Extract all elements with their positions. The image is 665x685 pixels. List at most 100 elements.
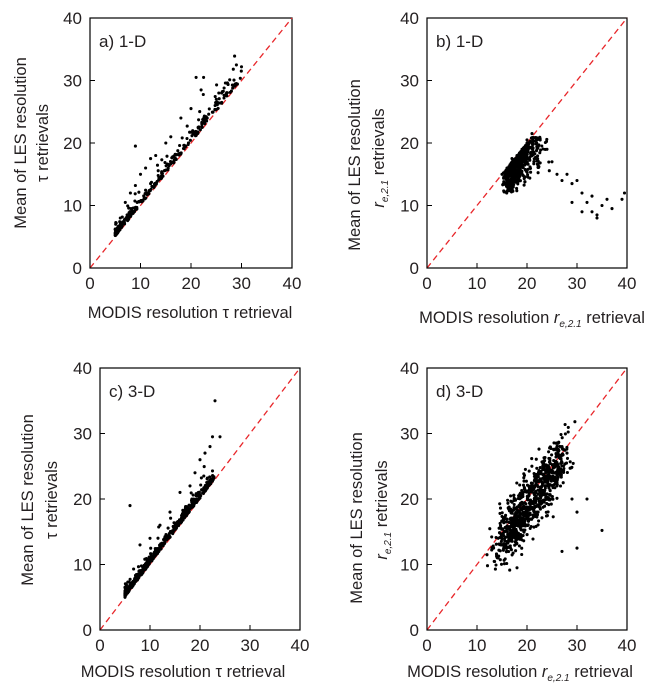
panel-d-point-545 (504, 520, 508, 524)
panel-c-point-573 (152, 554, 157, 558)
panel-a-point-349 (239, 65, 244, 69)
panel-b-point-444 (515, 186, 519, 190)
panel-c-point-568 (128, 577, 132, 581)
panel-d-point-726 (507, 525, 511, 529)
panel-b-point-469 (535, 147, 539, 151)
panel-c-point-627 (188, 484, 192, 488)
panel-d-y-tick-label: 10 (400, 556, 419, 575)
panel-d-point-823 (510, 530, 514, 534)
panel-b-point-538 (595, 213, 599, 217)
panel-a-point-150 (233, 54, 237, 58)
panel-b-point-353 (536, 154, 540, 158)
panel-d-x-tick-label: 40 (618, 636, 637, 655)
panel-d-point-793 (557, 449, 561, 453)
panel-d-point-722 (551, 466, 555, 470)
panel-a-point-51 (178, 143, 182, 148)
panel-d-point-206 (551, 515, 555, 519)
panel-d-point-18 (535, 466, 539, 470)
panel-a-point-350 (133, 144, 137, 148)
panel-d-point-766 (520, 546, 524, 550)
panel-d-point-587 (528, 512, 532, 516)
panel-a-point-253 (120, 222, 124, 226)
panel-b-point-499 (526, 173, 530, 177)
panel-c-point-546 (190, 499, 194, 503)
panel-a-point-332 (123, 200, 127, 204)
panel-b-point-502 (537, 143, 541, 147)
panel-b-point-513 (505, 180, 509, 184)
panel-d-point-564 (512, 496, 516, 500)
panel-b-y-ticks: 0 10 20 30 40 (400, 9, 432, 278)
panel-d-point-801 (528, 526, 532, 530)
panel-b-point-496 (532, 160, 536, 164)
panel-c-x-ticks: 0 10 20 30 40 (95, 625, 309, 655)
panel-c-y-tick-label: 0 (83, 621, 92, 640)
panel-d-point-269 (530, 481, 534, 485)
panel-d-point-567 (511, 521, 515, 525)
panel-d-point-619 (498, 521, 502, 525)
panel-d-point-825 (525, 517, 529, 521)
panel-a-label: a) 1-D (99, 32, 146, 51)
panel-b-point-534 (575, 178, 579, 183)
panel-c-point-404 (180, 512, 184, 517)
panel-d-point-831 (565, 451, 569, 455)
panel-a-point-57 (222, 86, 226, 90)
panel-c-point-603 (177, 519, 181, 523)
panel-a-point-264 (189, 130, 193, 134)
panel-c-point-529 (202, 465, 206, 469)
panel-a-point-287 (181, 146, 186, 151)
panel-c-point-508 (124, 583, 129, 587)
panel-b-y-tick-label: 10 (400, 197, 419, 216)
panel-b-point-447 (510, 174, 515, 178)
panel-a-point-309 (215, 83, 219, 87)
panel-d-point-705 (548, 474, 552, 478)
panel-c-point-534 (183, 510, 187, 514)
panel-d-point-830 (560, 445, 564, 449)
panel-c-point-564 (156, 550, 160, 554)
panel-a-point-326 (215, 100, 219, 104)
panel-b-point-446 (523, 180, 527, 184)
panel-d-point-578 (521, 493, 525, 497)
panel-a-point-316 (204, 115, 208, 119)
panel-d-point-574 (548, 497, 552, 501)
panel-b-point-272 (523, 163, 527, 167)
panel-c-point-612 (125, 589, 129, 593)
panel-a-point-170 (224, 93, 228, 98)
panel-c-point-362 (196, 490, 200, 495)
panel-c-point-596 (199, 483, 203, 487)
panel-d-point-391 (505, 561, 509, 566)
panel-a-y-tick-label: 10 (63, 197, 82, 216)
panel-d-point-729 (495, 556, 499, 560)
panel-b-point-525 (525, 138, 529, 142)
panel-a-point-344 (199, 88, 203, 92)
panel-b-point-509 (517, 152, 521, 156)
panel-d-point-834 (585, 497, 589, 501)
panel-a-point-328 (214, 107, 218, 112)
panel-a-point-200 (162, 169, 166, 173)
panel-c-point-614 (164, 537, 168, 541)
panel-d-point-543 (527, 469, 531, 473)
panel-a-y-label-line2: τ retrievals (34, 104, 52, 182)
panel-b-point-371 (513, 170, 517, 174)
panel-d-point-803 (527, 501, 532, 505)
panel-d-point-677 (561, 453, 565, 457)
panel-d-point-85 (494, 542, 498, 546)
panel-c-point-633 (213, 399, 217, 403)
panel-b-point-531 (560, 178, 564, 183)
panel-d-point-504 (532, 474, 536, 478)
panel-d-x-ticks: 0 10 20 30 40 (422, 625, 636, 655)
panel-c-point-414 (205, 476, 209, 480)
panel-d-point-584 (505, 546, 510, 550)
panel-d-point-755 (536, 475, 540, 479)
panel-d-y-tick-label: 30 (400, 425, 419, 444)
panel-d-point-753 (537, 468, 541, 473)
panel-c-point-444 (160, 543, 164, 548)
panel-c-x-label: MODIS resolution τ retrieval (81, 663, 286, 681)
panel-c-points (123, 399, 222, 599)
panel-a-point-302 (156, 169, 160, 173)
panel-a-point-329 (193, 133, 197, 137)
panel-b-point-422 (526, 148, 530, 152)
panel-c-point-593 (143, 562, 148, 566)
panel-c-point-561 (156, 536, 160, 540)
panel-d-point-775 (509, 533, 513, 537)
panel-b-point-262 (540, 144, 544, 148)
